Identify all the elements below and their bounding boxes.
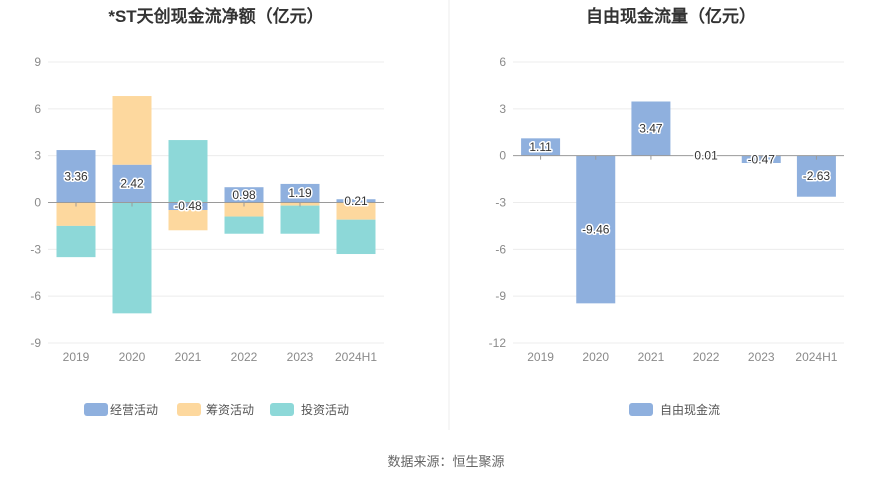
y-tick-label: -12 <box>489 336 507 350</box>
x-tick-label: 2019 <box>527 350 554 364</box>
bar-经营活动-2022 <box>224 187 264 203</box>
y-tick-label: 0 <box>34 196 41 210</box>
legend-swatch <box>270 403 294 416</box>
bar-经营活动-2024H1 <box>336 199 376 203</box>
bar-筹资活动-2022 <box>224 202 264 217</box>
x-tick-label: 2020 <box>119 350 146 364</box>
y-tick-label: 3 <box>34 149 41 163</box>
legend-swatch <box>177 403 201 416</box>
legend-item[interactable]: 经营活动 <box>84 403 158 417</box>
bar-筹资活动-2021 <box>168 209 208 231</box>
y-tick-label: -3 <box>495 196 506 210</box>
x-tick-label: 2023 <box>748 350 775 364</box>
legend-swatch <box>84 403 108 416</box>
data-label: -2.63 <box>803 169 831 183</box>
bar-投资活动-2024H1 <box>336 219 376 255</box>
legend-item[interactable]: 筹资活动 <box>177 403 254 417</box>
bar-投资活动-2019 <box>56 225 96 258</box>
x-tick-label: 2020 <box>582 350 609 364</box>
data-label: 0.21 <box>344 194 368 208</box>
chart-title: *ST天创现金流净额（亿元） <box>108 6 323 26</box>
bar-经营活动-2020 <box>112 164 152 203</box>
data-label: 3.36 <box>64 169 88 183</box>
data-label: 3.47 <box>639 122 663 136</box>
data-label: 1.19 <box>288 186 312 200</box>
bar-投资活动-2020 <box>112 202 152 314</box>
bar-投资活动-2022 <box>224 216 264 234</box>
y-tick-label: -6 <box>495 242 506 256</box>
x-tick-label: 2024H1 <box>795 350 837 364</box>
bar-自由现金流-2021 <box>631 101 671 156</box>
data-label: 0.01 <box>694 149 718 163</box>
bar-经营活动-2023 <box>280 183 320 203</box>
x-tick-label: 2022 <box>231 350 258 364</box>
legend-label: 自由现金流 <box>660 402 720 417</box>
legend-swatch <box>629 403 653 416</box>
bar-经营活动-2019 <box>56 150 96 203</box>
data-label: 2.42 <box>120 177 144 191</box>
data-label: -0.47 <box>748 152 776 166</box>
bar-投资活动-2023 <box>280 205 320 234</box>
legend-label: 筹资活动 <box>206 403 254 417</box>
bar-投资活动-2021 <box>168 140 208 203</box>
x-tick-label: 2019 <box>63 350 90 364</box>
chart-1: *ST天创现金流净额（亿元） 9 6 3 0 -3 -6 -9 2019 2020 2021 2022… <box>30 6 384 417</box>
y-tick-label: -9 <box>495 289 506 303</box>
bar-自由现金流-2024H1 <box>796 155 836 197</box>
x-tick-label: 2024H1 <box>335 350 377 364</box>
x-tick-label: 2022 <box>693 350 720 364</box>
legend-item[interactable]: 自由现金流 <box>629 402 720 417</box>
x-tick-label: 2021 <box>638 350 665 364</box>
y-tick-label: 6 <box>499 55 506 69</box>
data-label: 0.98 <box>232 188 256 202</box>
legend-item[interactable]: 投资活动 <box>270 402 349 417</box>
source-note: 数据来源：恒生聚源 <box>387 454 504 469</box>
y-tick-label: 0 <box>499 149 506 163</box>
x-tick-label: 2023 <box>287 350 314 364</box>
y-tick-label: 6 <box>34 102 41 116</box>
bar-自由现金流-2019 <box>521 138 561 156</box>
data-label: -0.48 <box>174 199 202 213</box>
chart-2: 自由现金流量（亿元） 6 3 0 -3 -6 -9 -12 2019 2020 2021 2022 20… <box>489 6 844 417</box>
bar-筹资活动-2024H1 <box>336 202 376 220</box>
bar-自由现金流-2020 <box>576 155 616 304</box>
chart-title: 自由现金流量（亿元） <box>586 6 756 26</box>
bar-筹资活动-2020 <box>112 96 152 165</box>
legend-label: 投资活动 <box>301 402 349 417</box>
y-tick-label: -3 <box>30 242 41 256</box>
y-tick-label: -6 <box>30 289 41 303</box>
bar-筹资活动-2019 <box>56 202 96 226</box>
data-label: -9.46 <box>582 223 610 237</box>
x-tick-label: 2021 <box>175 350 202 364</box>
y-tick-label: 9 <box>34 55 41 69</box>
y-tick-label: 3 <box>499 102 506 116</box>
y-tick-label: -9 <box>30 336 41 350</box>
legend-label: 经营活动 <box>110 403 158 417</box>
data-label: 1.11 <box>529 140 552 154</box>
